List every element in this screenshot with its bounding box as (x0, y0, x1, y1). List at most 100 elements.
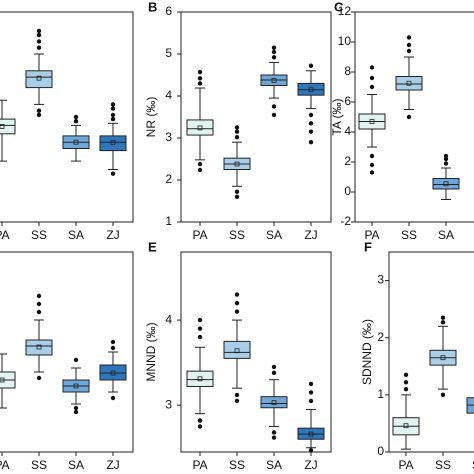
y-axis-label: MNND (‰) (144, 322, 158, 381)
outlier (234, 398, 240, 404)
outlier (197, 317, 203, 323)
x-tick-label: PA (0, 458, 10, 472)
panel-label: F (364, 239, 372, 254)
mean (36, 344, 42, 350)
x-tick-label: SS (31, 458, 47, 472)
outlier (73, 357, 79, 363)
plot-frame (180, 251, 332, 453)
outlier (36, 39, 42, 44)
mean (308, 87, 314, 93)
outlier (369, 153, 375, 159)
mean (73, 139, 79, 145)
outlier (73, 114, 79, 120)
outlier (36, 293, 42, 299)
x-tick-label: PA (192, 228, 207, 242)
y-tick-label: 4 (165, 312, 172, 326)
box (99, 135, 127, 152)
mean (271, 400, 277, 406)
outlier (110, 116, 116, 122)
x-tick-label: SA (266, 228, 282, 242)
plot-frame (0, 251, 134, 453)
box (395, 76, 423, 91)
x-tick-label: SA (472, 458, 474, 472)
outlier (406, 35, 412, 40)
outlier (440, 315, 446, 320)
y-tick-label: 0 (344, 184, 351, 198)
mean (308, 431, 314, 437)
y-axis-label: TA (‰) (330, 98, 344, 135)
outlier (271, 49, 277, 55)
y-tick-label: 5 (165, 46, 172, 60)
x-tick-label: ZJ (106, 228, 119, 242)
x-tick-label: ZJ (304, 458, 317, 472)
outlier (36, 301, 42, 307)
mean (440, 355, 446, 361)
outlier (110, 171, 116, 176)
x-tick-label: SS (401, 228, 417, 242)
outlier (308, 448, 314, 453)
x-tick-label: SS (229, 458, 245, 472)
box (186, 370, 214, 387)
outlier (197, 418, 203, 423)
outlier (440, 392, 446, 398)
outlier (234, 194, 240, 199)
x-tick-label: SA (68, 228, 84, 242)
outlier (308, 398, 314, 404)
mean (234, 348, 240, 354)
box (25, 70, 53, 89)
outlier (110, 112, 116, 118)
x-tick-label: SA (438, 228, 454, 242)
plot-frame (388, 251, 474, 453)
outlier (36, 108, 42, 113)
outlier (36, 45, 42, 50)
outlier (308, 112, 314, 118)
mean (369, 119, 375, 124)
outlier (73, 405, 79, 411)
y-axis-label: NR (‰) (144, 97, 158, 138)
outlier (197, 161, 203, 167)
outlier (271, 104, 277, 109)
outlier (73, 409, 79, 415)
y-tick-label: 6 (165, 4, 172, 18)
outlier (308, 381, 314, 387)
outlier (271, 430, 277, 435)
outlier (403, 372, 409, 378)
y-tick-label: 4 (165, 88, 172, 102)
outlier (234, 392, 240, 398)
x-tick-label: PA (0, 228, 10, 242)
outlier (234, 125, 240, 130)
y-tick-label: 2 (344, 154, 351, 168)
mean (110, 140, 116, 146)
box (25, 339, 53, 356)
outlier (308, 121, 314, 126)
outlier (234, 189, 240, 194)
y-tick-label: 6 (344, 94, 351, 108)
outlier (308, 140, 314, 145)
outlier (197, 334, 203, 340)
y-tick-label: 3 (165, 397, 172, 411)
outlier (271, 370, 277, 376)
outlier (403, 386, 409, 392)
y-tick-label: 10 (338, 34, 352, 48)
mean (406, 80, 412, 86)
outlier (234, 292, 240, 297)
outlier (369, 65, 375, 70)
mean (403, 423, 409, 429)
outlier (197, 424, 203, 429)
x-tick-label: SS (31, 228, 47, 242)
y-tick-label: 8 (344, 64, 351, 78)
y-tick-label: 1 (377, 387, 384, 401)
mean (73, 383, 79, 389)
plot-frame (0, 11, 134, 223)
y-tick-label: 12 (338, 4, 352, 18)
box (0, 118, 16, 135)
x-tick-label: SA (68, 458, 84, 472)
outlier (406, 114, 412, 120)
outlier (369, 170, 375, 175)
outlier (308, 390, 314, 395)
outlier (440, 320, 446, 325)
outlier (110, 395, 116, 401)
x-tick-label: ZJ (304, 228, 317, 242)
